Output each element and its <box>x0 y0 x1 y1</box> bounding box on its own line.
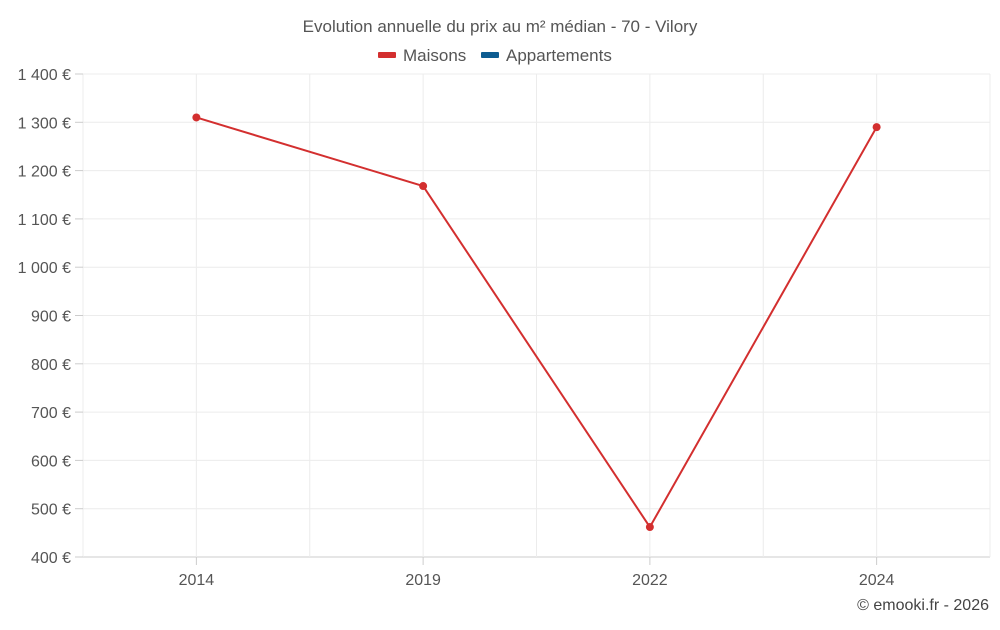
data-point[interactable] <box>192 113 201 122</box>
y-tick-label: 900 € <box>31 309 71 326</box>
legend-swatch <box>378 52 396 58</box>
y-tick-label: 700 € <box>31 405 71 422</box>
x-tick-label: 2019 <box>405 572 441 589</box>
x-tick-label: 2022 <box>632 572 668 589</box>
x-tick-label: 2024 <box>859 572 895 589</box>
legend-label: Maisons <box>403 46 466 65</box>
y-axis: 1 400 € 1 300 € 1 200 € 1 100 € 1 000 € 900 €… <box>18 67 83 567</box>
series-line <box>195 116 878 529</box>
legend[interactable]: Maisons Appartements <box>378 46 612 65</box>
y-tick-label: 1 000 € <box>18 260 71 277</box>
y-tick-label: 1 300 € <box>18 115 71 132</box>
legend-item-appartements[interactable]: Appartements <box>481 46 612 65</box>
y-tick-label: 400 € <box>31 550 71 567</box>
y-tick-label: 1 200 € <box>18 164 71 181</box>
series-maisons <box>192 113 881 532</box>
x-axis: 2014 2019 2022 2024 <box>179 557 895 589</box>
y-tick-label: 600 € <box>31 453 71 470</box>
y-tick-label: 1 400 € <box>18 67 71 84</box>
legend-item-maisons[interactable]: Maisons <box>378 46 466 65</box>
y-tick-label: 1 100 € <box>18 212 71 229</box>
credit-text: © emooki.fr - 2026 <box>857 597 989 614</box>
legend-swatch <box>481 52 499 58</box>
chart-title: Evolution annuelle du prix au m² médian … <box>303 17 698 36</box>
grid <box>82 73 991 558</box>
data-point[interactable] <box>872 123 881 132</box>
data-point[interactable] <box>419 182 428 191</box>
data-point[interactable] <box>645 523 654 532</box>
y-tick-label: 800 € <box>31 357 71 374</box>
legend-label: Appartements <box>506 46 612 65</box>
series-layer <box>192 113 881 532</box>
x-tick-label: 2014 <box>179 572 215 589</box>
y-tick-label: 500 € <box>31 502 71 519</box>
